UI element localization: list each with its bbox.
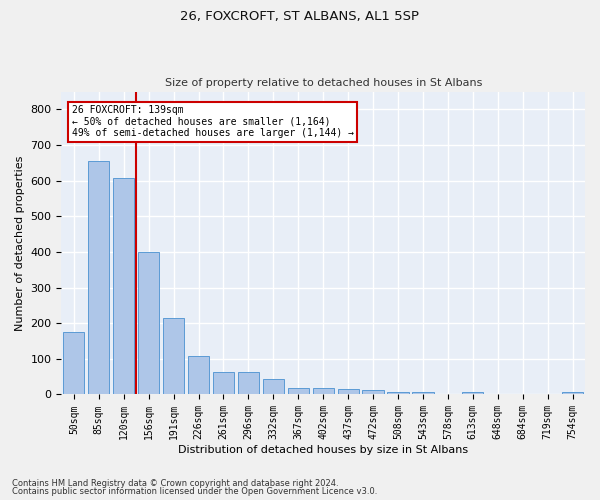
Bar <box>462 392 484 394</box>
Bar <box>412 392 434 394</box>
Bar <box>113 178 134 394</box>
Bar <box>388 392 409 394</box>
Bar <box>362 390 383 394</box>
Text: Contains HM Land Registry data © Crown copyright and database right 2024.: Contains HM Land Registry data © Crown c… <box>12 478 338 488</box>
Bar <box>287 388 309 394</box>
Title: Size of property relative to detached houses in St Albans: Size of property relative to detached ho… <box>164 78 482 88</box>
Bar <box>238 372 259 394</box>
Bar <box>88 161 109 394</box>
Bar <box>313 388 334 394</box>
Bar <box>338 390 359 394</box>
Bar <box>188 356 209 395</box>
Bar <box>213 372 234 394</box>
Bar <box>163 318 184 394</box>
Text: 26 FOXCROFT: 139sqm
← 50% of detached houses are smaller (1,164)
49% of semi-det: 26 FOXCROFT: 139sqm ← 50% of detached ho… <box>72 105 354 138</box>
Bar <box>562 392 583 394</box>
Text: Contains public sector information licensed under the Open Government Licence v3: Contains public sector information licen… <box>12 487 377 496</box>
Text: 26, FOXCROFT, ST ALBANS, AL1 5SP: 26, FOXCROFT, ST ALBANS, AL1 5SP <box>181 10 419 23</box>
Bar <box>263 379 284 394</box>
Bar <box>138 252 159 394</box>
X-axis label: Distribution of detached houses by size in St Albans: Distribution of detached houses by size … <box>178 445 468 455</box>
Y-axis label: Number of detached properties: Number of detached properties <box>15 156 25 330</box>
Bar <box>63 332 85 394</box>
